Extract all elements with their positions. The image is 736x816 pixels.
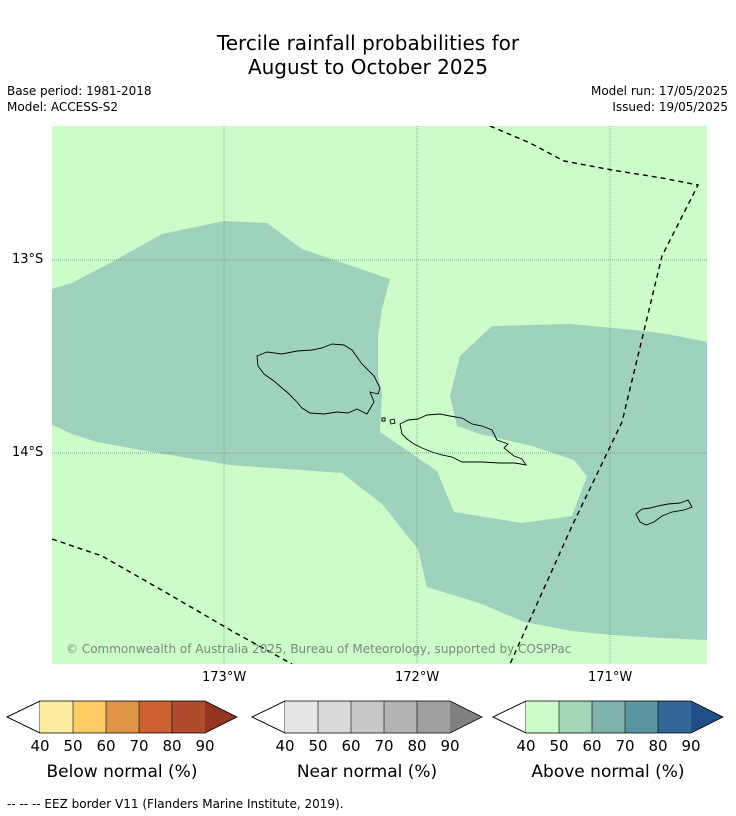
cb-below-bin-80 [172, 701, 205, 733]
cb-below-tick-80: 80 [162, 737, 181, 755]
probability-region [52, 221, 707, 640]
cb-above-tick-70: 70 [615, 737, 634, 755]
cb-above-label: Above normal (%) [531, 762, 685, 782]
map-canvas: © Commonwealth of Australia 2025, Bureau… [52, 126, 707, 664]
island-apolima [389, 418, 396, 425]
cb-above-bin-40 [526, 701, 559, 733]
cb-near-outline [251, 700, 483, 734]
cb-near-tick-80: 80 [407, 737, 426, 755]
cb-below-tick-40: 40 [30, 737, 49, 755]
cb-near-label: Near normal (%) [296, 762, 438, 782]
model-run: Model run: 17/05/2025 [590, 84, 728, 98]
lon-label-173w: 173°W [202, 670, 247, 685]
model-name: Model: ACCESS-S2 [7, 100, 119, 114]
lon-label-172w: 172°W [395, 670, 440, 685]
cb-above-tick-90: 90 [681, 737, 700, 755]
cb-above-bin-80 [658, 701, 691, 733]
cb-near-bin-50 [318, 701, 351, 733]
cb-below-tick-50: 50 [63, 737, 82, 755]
colorbar-above-normal: 40 50 60 70 80 90 [492, 700, 724, 755]
title-line-1: Tercile rainfall probabilities for [216, 31, 520, 55]
issued-date: Issued: 19/05/2025 [612, 100, 728, 114]
cb-above-tick-50: 50 [549, 737, 568, 755]
cb-below-tick-60: 60 [96, 737, 115, 755]
island-manono [381, 417, 386, 422]
cb-above-min-arrow [492, 700, 527, 734]
graticule [52, 126, 707, 664]
cb-near-tick-40: 40 [275, 737, 294, 755]
map-panel[interactable]: © Commonwealth of Australia 2025, Bureau… [52, 126, 707, 664]
cb-below-bin-70 [139, 701, 172, 733]
colorbar-near-normal: 40 50 60 70 80 90 [251, 700, 483, 755]
cb-near-tick-60: 60 [341, 737, 360, 755]
eez-borders [52, 126, 700, 664]
cb-near-tick-50: 50 [308, 737, 327, 755]
eez-border-east [489, 126, 700, 664]
cb-near-bin-80 [417, 701, 450, 733]
cb-below-tick-90: 90 [195, 737, 214, 755]
island-tutuila [635, 499, 693, 526]
base-period: Base period: 1981-2018 [7, 84, 152, 98]
copyright-text: © Commonwealth of Australia 2025, Bureau… [66, 642, 571, 656]
cb-below-bin-60 [106, 701, 139, 733]
cb-near-bin-70 [384, 701, 417, 733]
lat-label-14s: 14°S [12, 445, 44, 460]
cb-above-tick-80: 80 [648, 737, 667, 755]
cb-near-tick-70: 70 [374, 737, 393, 755]
title-line-2: August to October 2025 [247, 55, 489, 79]
cb-above-tick-40: 40 [516, 737, 535, 755]
cb-above-max-arrow [691, 701, 723, 733]
cb-above-outline [492, 700, 724, 734]
meta-right: Model run: 17/05/2025 Issued: 19/05/2025 [591, 83, 728, 115]
cb-below-max-arrow [205, 701, 237, 733]
cb-near-tick-90: 90 [440, 737, 459, 755]
eez-footnote: -- -- -- EEZ border V11 (Flanders Marine… [7, 797, 344, 811]
lon-label-171w: 171°W [588, 670, 633, 685]
cb-near-max-arrow [450, 701, 482, 733]
cb-above-bin-70 [625, 701, 658, 733]
eez-border-southwest [52, 538, 293, 664]
cb-below-bin-50 [73, 701, 106, 733]
cb-above-bin-50 [559, 701, 592, 733]
map-title: Tercile rainfall probabilities for Augus… [0, 31, 736, 79]
cb-above-bin-60 [592, 701, 625, 733]
cb-below-min-arrow [6, 700, 41, 734]
cb-below-tick-70: 70 [129, 737, 148, 755]
meta-left: Base period: 1981-2018 Model: ACCESS-S2 [7, 83, 152, 115]
island-upolu [399, 413, 527, 466]
cb-near-min-arrow [251, 700, 286, 734]
cb-near-bin-40 [285, 701, 318, 733]
islands [256, 343, 693, 526]
cb-above-tick-60: 60 [582, 737, 601, 755]
colorbar-below-normal: 40 50 60 70 80 90 [6, 700, 238, 755]
cb-below-outline [6, 700, 238, 734]
island-savaii [256, 343, 381, 415]
cb-below-label: Below normal (%) [46, 762, 198, 782]
cb-near-bin-60 [351, 701, 384, 733]
lat-label-13s: 13°S [12, 252, 44, 267]
cb-below-bin-40 [40, 701, 73, 733]
